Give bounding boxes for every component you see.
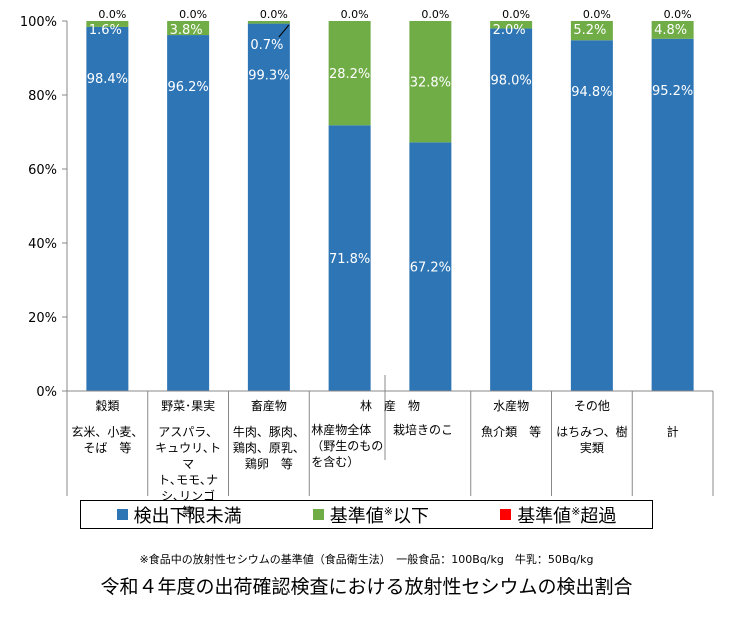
data-label-below-standard: 4.8% xyxy=(654,23,687,38)
data-label-below-detection: 96.2% xyxy=(167,80,208,95)
data-label-over-standard: 0.0% xyxy=(583,8,611,21)
category-name: 水産物 xyxy=(493,399,530,413)
data-label-below-standard: 3.8% xyxy=(170,23,203,38)
footnote: ※食品中の放射性セシウムの基準値（食品衛生法） 一般食品：100Bq/kg 牛乳… xyxy=(139,553,594,566)
bar-segment-below-standard xyxy=(86,21,129,27)
bar-segment-below-standard xyxy=(328,21,371,126)
category-name xyxy=(634,398,711,414)
bar-segment-below-detection xyxy=(247,23,290,392)
data-label-over-standard: 0.0% xyxy=(421,8,449,21)
data-label-below-detection: 99.3% xyxy=(248,69,289,84)
legend-item-over-standard: 基準値※超過 xyxy=(500,502,616,528)
category-cell: 水産物 魚介類 等 xyxy=(473,392,550,496)
legend-item-below-detection: 検出下限未満 xyxy=(116,502,242,528)
y-tick-label: 40% xyxy=(28,237,57,252)
category-cell: 野菜･果実アスパラ、 キュウリ､トマ ト､モモ､ナ シ､リンゴ 等 xyxy=(150,392,227,519)
legend-item-below-standard: 基準値※以下 xyxy=(312,502,429,528)
data-label-below-detection: 95.2% xyxy=(652,84,693,99)
data-label-below-detection: 94.8% xyxy=(571,85,612,100)
y-tick-label: 0% xyxy=(36,385,57,400)
category-cell: 計 xyxy=(634,392,711,496)
legend-swatch-green xyxy=(312,509,324,520)
data-label-below-standard: 0.7% xyxy=(250,38,283,53)
data-label-over-standard: 0.0% xyxy=(98,8,126,21)
data-label-below-detection: 98.0% xyxy=(490,73,531,88)
y-tick-label: 80% xyxy=(28,89,57,104)
data-label-below-standard: 28.2% xyxy=(329,67,370,82)
bar-segment-below-detection xyxy=(328,125,371,391)
data-label-below-detection: 67.2% xyxy=(410,261,451,276)
bar-segment-below-standard xyxy=(490,21,533,29)
data-label-below-detection: 71.8% xyxy=(329,252,370,267)
category-description: 計 xyxy=(666,425,679,439)
category-name: その他 xyxy=(573,399,610,413)
bar-segment-below-detection xyxy=(570,40,613,392)
category-name-forest: 林 産 物 xyxy=(359,399,420,413)
legend-swatch-red xyxy=(500,509,512,520)
category-cell: 畜産物牛肉、豚肉、 鶏肉、原乳、 鶏卵 等 xyxy=(231,392,308,496)
chart-title: 令和４年度の出荷確認検査における放射性セシウムの検出割合 xyxy=(100,576,633,598)
forest-sublabel-cultivated-mushroom: 栽培きのこ xyxy=(393,423,454,437)
category-description: はちみつ、樹 実類 xyxy=(556,425,628,455)
category-description: 牛肉、豚肉、 鶏肉、原乳、 鶏卵 等 xyxy=(232,425,305,471)
data-label-over-standard: 0.0% xyxy=(341,8,369,21)
category-description: 玄米、小麦、 そば 等 xyxy=(71,425,144,455)
data-label-over-standard: 0.0% xyxy=(260,8,288,21)
bar-segment-below-detection xyxy=(651,38,694,391)
bar-segment-below-standard xyxy=(409,21,452,143)
legend-swatch-blue xyxy=(116,509,128,520)
bar-segment-below-standard xyxy=(167,21,210,36)
data-label-below-standard: 2.0% xyxy=(493,23,526,38)
bar-segment-below-standard xyxy=(651,21,694,39)
category-cell: その他はちみつ、樹 実類 xyxy=(554,392,631,496)
category-description: アスパラ、 キュウリ､トマ ト､モモ､ナ シ､リンゴ 等 xyxy=(155,425,228,519)
legend-label: 検出下限未満 xyxy=(133,505,242,527)
bar-segment-below-detection xyxy=(86,26,129,391)
bar-segment-below-detection xyxy=(490,28,533,392)
data-label-below-standard: 1.6% xyxy=(89,23,122,38)
leader-line xyxy=(278,24,290,38)
legend: 検出下限未満 基準値※以下 基準値※超過 xyxy=(80,500,653,529)
data-label-over-standard: 0.0% xyxy=(179,8,207,21)
data-label-below-standard: 32.8% xyxy=(410,76,451,91)
category-name: 穀類 xyxy=(95,399,120,413)
data-label-below-detection: 98.4% xyxy=(87,72,128,87)
legend-label: 基準値※超過 xyxy=(517,504,617,527)
y-tick-label: 100% xyxy=(20,15,57,30)
legend-label: 基準値※以下 xyxy=(329,504,429,527)
category-cell: 穀類玄米、小麦、 そば 等 xyxy=(69,392,146,496)
y-tick-label: 60% xyxy=(28,163,57,178)
bar-segment-below-detection xyxy=(167,35,210,392)
stacked-bar-chart: 0% 20% 40% 60% 80% 100% 98.4% 1.6% 0.0% 96.2% 3.8%… xyxy=(20,8,714,496)
bar-segment-below-detection xyxy=(409,142,452,391)
forest-sublabel-all: 林産物全体 （野生のもの を含む） xyxy=(311,423,384,469)
bar-segment-below-standard xyxy=(247,21,290,24)
category-name: 畜産物 xyxy=(250,399,287,413)
data-label-over-standard: 0.0% xyxy=(502,8,530,21)
category-description: 魚介類 等 xyxy=(481,425,542,439)
category-name: 野菜･果実 xyxy=(161,399,216,413)
data-label-over-standard: 0.0% xyxy=(664,8,692,21)
data-label-below-standard: 5.2% xyxy=(573,23,606,38)
y-tick-label: 20% xyxy=(28,311,57,326)
bar-segment-below-standard xyxy=(570,21,613,41)
